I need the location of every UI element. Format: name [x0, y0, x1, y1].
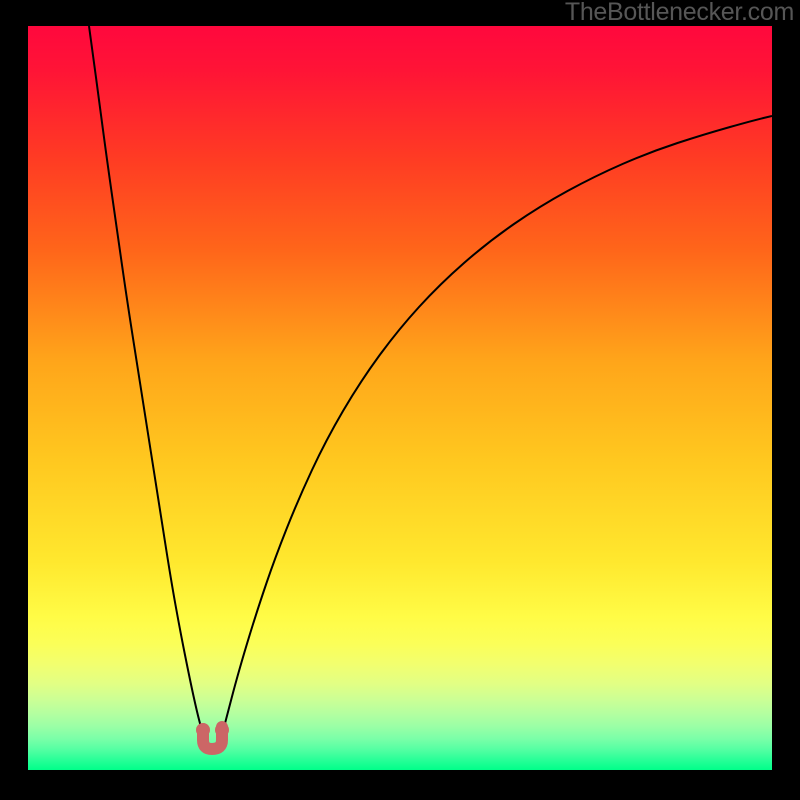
curve-right-branch — [223, 116, 772, 731]
curve-left-branch — [89, 26, 202, 731]
chart-svg — [28, 26, 772, 770]
watermark-text: TheBottlenecker.com — [565, 0, 794, 27]
marker-dot-0 — [196, 723, 210, 737]
marker-dot-1 — [215, 723, 229, 737]
plot-area — [28, 26, 772, 770]
